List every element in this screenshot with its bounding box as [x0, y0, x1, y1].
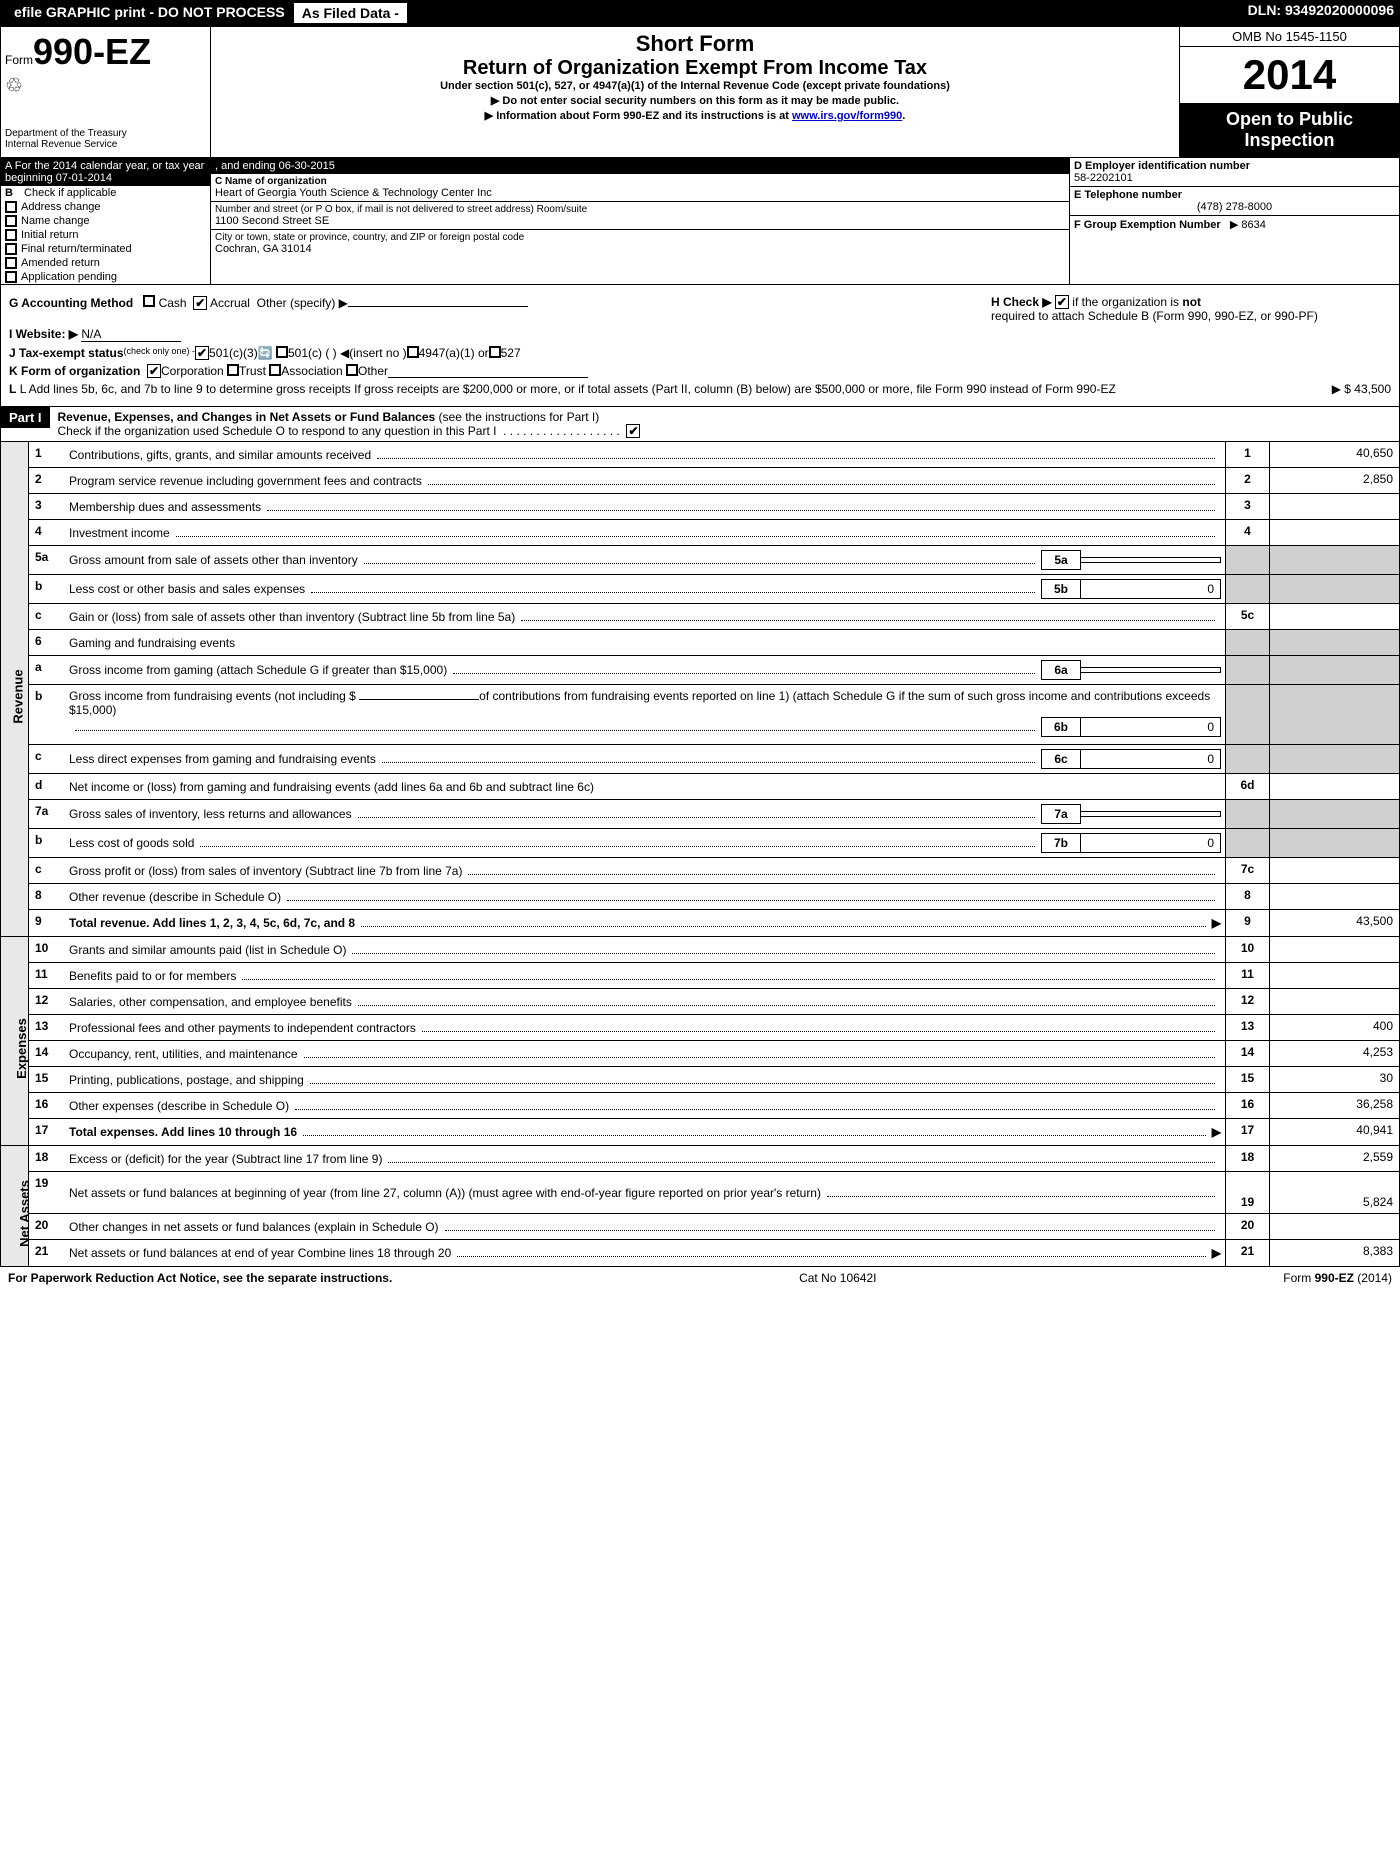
short-form-title: Short Form [219, 31, 1171, 57]
part1-title: Revenue, Expenses, and Changes in Net As… [58, 410, 436, 424]
org-city: Cochran, GA 31014 [215, 243, 1065, 255]
org-name: Heart of Georgia Youth Science & Technol… [215, 187, 1065, 199]
netassets-section: Net Assets 18Excess or (deficit) for the… [0, 1146, 1400, 1267]
chk-527[interactable] [489, 346, 501, 358]
tax-year: 2014 [1180, 47, 1399, 103]
irs-link[interactable]: www.irs.gov/form990 [792, 110, 902, 122]
phone: (478) 278-8000 [1074, 201, 1395, 213]
recycle-icon: ♲ [5, 73, 206, 98]
chk-schedule-o[interactable]: ✔ [626, 424, 640, 438]
form-prefix: Form [5, 53, 33, 67]
total-revenue: 43,500 [1269, 910, 1399, 936]
chk-cash[interactable] [143, 295, 155, 307]
asfiled-label: As Filed Data - [293, 2, 408, 24]
ein: 58-2202101 [1074, 172, 1395, 184]
line2-val: 2,850 [1269, 468, 1399, 493]
efile-label: efile GRAPHIC print - DO NOT PROCESS [6, 2, 293, 24]
chk-other-org[interactable] [346, 364, 358, 376]
paperwork-notice: For Paperwork Reduction Act Notice, see … [8, 1271, 392, 1285]
line1-val: 40,650 [1269, 442, 1399, 467]
revenue-section: Revenue 1Contributions, gifts, grants, a… [0, 442, 1400, 937]
chk-assoc[interactable] [269, 364, 281, 376]
subtitle: Under section 501(c), 527, or 4947(a)(1)… [219, 80, 1171, 92]
cat-no: Cat No 10642I [799, 1271, 876, 1285]
l-text: L Add lines 5b, 6c, and 7b to line 9 to … [20, 382, 1116, 396]
side-revenue: Revenue [11, 669, 26, 723]
side-netassets: Net Assets [17, 1180, 32, 1247]
chk-4947[interactable] [407, 346, 419, 358]
expenses-section: Expenses 10Grants and similar amounts pa… [0, 937, 1400, 1146]
f-label: F Group Exemption Number [1074, 219, 1221, 231]
e-label: E Telephone number [1074, 189, 1395, 201]
topbar: efile GRAPHIC print - DO NOT PROCESS As … [0, 0, 1400, 26]
street-label: Number and street (or P O box, if mail i… [215, 204, 1065, 215]
chk-initial-return[interactable] [5, 229, 17, 241]
warn-info: ▶ Information about Form 990-EZ and its … [219, 109, 1171, 122]
c-label: C Name of organization [215, 176, 1065, 187]
chk-final-return[interactable] [5, 243, 17, 255]
chk-amended[interactable] [5, 257, 17, 269]
chk-trust[interactable] [227, 364, 239, 376]
form-header: Form990-EZ ♲ Department of the Treasury … [0, 26, 1400, 158]
side-expenses: Expenses [14, 1018, 29, 1079]
section-ghijkl: G Accounting Method Cash ✔ Accrual Other… [0, 285, 1400, 407]
return-title: Return of Organization Exempt From Incom… [219, 57, 1171, 80]
chk-schedule-b[interactable]: ✔ [1055, 295, 1069, 309]
form-footer: Form 990-EZ (2014) [1283, 1271, 1392, 1285]
total-expenses: 40,941 [1269, 1119, 1399, 1145]
chk-corp[interactable]: ✔ [147, 364, 161, 378]
page-footer: For Paperwork Reduction Act Notice, see … [0, 1267, 1400, 1289]
warn-ssn: ▶ Do not enter social security numbers o… [219, 94, 1171, 107]
dln: DLN: 93492020000096 [1248, 2, 1394, 24]
part1-check-text: Check if the organization used Schedule … [58, 424, 497, 438]
chk-name-change[interactable] [5, 215, 17, 227]
chk-pending[interactable] [5, 271, 17, 283]
chk-501c3[interactable]: ✔ [195, 346, 209, 360]
website: N/A [81, 327, 181, 342]
d-label: D Employer identification number [1074, 160, 1395, 172]
chk-address-change[interactable] [5, 201, 17, 213]
chk-accrual[interactable]: ✔ [193, 296, 207, 310]
dept-treasury: Department of the Treasury [5, 128, 206, 139]
part1-label: Part I [1, 407, 50, 428]
a-ending: , and ending 06-30-2015 [211, 158, 1069, 174]
row-a: A For the 2014 calendar year, or tax yea… [1, 158, 210, 186]
dept-irs: Internal Revenue Service [5, 139, 206, 150]
net-assets-end: 8,383 [1269, 1240, 1399, 1266]
omb-number: OMB No 1545-1150 [1180, 27, 1399, 47]
chk-501c[interactable] [276, 346, 288, 358]
form-number: 990-EZ [33, 31, 151, 72]
org-street: 1100 Second Street SE [215, 215, 1065, 227]
city-label: City or town, state or province, country… [215, 232, 1065, 243]
group-exemption: ▶ 8634 [1230, 219, 1266, 231]
section-identity: A For the 2014 calendar year, or tax yea… [0, 158, 1400, 285]
open-public: Open to Public Inspection [1180, 103, 1399, 157]
gross-receipts: ▶ $ 43,500 [1241, 382, 1391, 396]
